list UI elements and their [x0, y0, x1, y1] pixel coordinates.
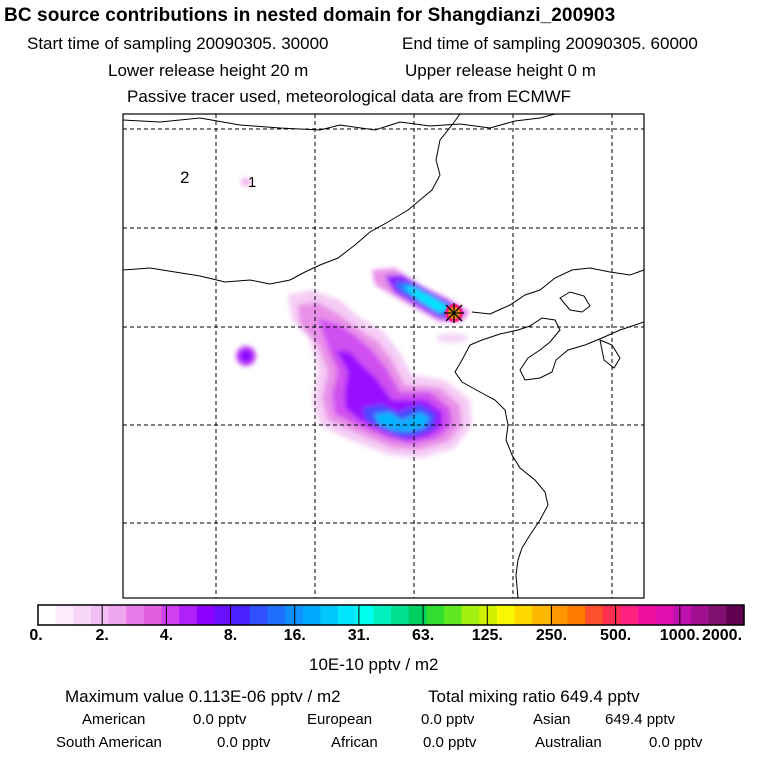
map-label-1: 1 [248, 174, 256, 191]
total-mixing-ratio-label: Total mixing ratio 649.4 pptv [428, 687, 640, 706]
colorbar-tick-label: 4. [159, 627, 174, 644]
source-european-label: European [307, 711, 373, 728]
colorbar-cell [514, 605, 533, 625]
colorbar-cell [496, 605, 516, 625]
colorbar-tick-label: 2. [95, 627, 109, 644]
colorbar-cell [355, 605, 374, 625]
colorbar-cell [673, 605, 692, 625]
colorbar-units: 10E-10 pptv / m2 [309, 655, 439, 674]
colorbar-cell [461, 605, 480, 625]
colorbar-tick-label: 1000. [659, 627, 700, 644]
colorbar-cell [408, 605, 427, 625]
colorbar-cell [443, 605, 463, 625]
colorbar-cell [55, 605, 74, 625]
colorbar-cell [373, 605, 392, 625]
source-australian-label: Australian [535, 734, 602, 751]
source-south-american-value: 0.0 pptv [217, 734, 271, 751]
colorbar-tick-label: 31. [347, 627, 371, 644]
colorbar-cell [567, 605, 586, 625]
colorbar-cell [426, 605, 445, 625]
coastlines [123, 114, 644, 598]
colorbar-cell [602, 605, 622, 625]
colorbar-tick-label: 8. [223, 627, 238, 644]
colorbar-cell [708, 605, 727, 625]
colorbar-cell [108, 605, 127, 625]
map-label-2: 2 [180, 168, 189, 187]
page-title: BC source contributions in nested domain… [4, 5, 616, 26]
colorbar-tick-label: 0. [29, 627, 43, 644]
end-time-label: End time of sampling 20090305. 60000 [402, 34, 698, 53]
colorbar-cell [161, 605, 180, 625]
colorbar-cell [214, 605, 233, 625]
source-australian-value: 0.0 pptv [649, 734, 703, 751]
colorbar-cell [249, 605, 269, 625]
colorbar-cell [267, 605, 286, 625]
colorbar-cell [90, 605, 110, 625]
colorbar-cell [620, 605, 639, 625]
lower-release-label: Lower release height 20 m [108, 61, 309, 80]
colorbar-cell [638, 605, 657, 625]
colorbar-cell [302, 605, 321, 625]
colorbar-cell [73, 605, 92, 625]
colorbar-tick-label: 125. [471, 627, 503, 644]
upper-release-label: Upper release height 0 m [405, 61, 596, 80]
colorbar-cell [549, 605, 569, 625]
colorbar-cell [585, 605, 604, 625]
colorbar-cell [655, 605, 674, 625]
colorbar-cell [691, 605, 710, 625]
colorbar-dividers [101, 605, 681, 625]
source-african-value: 0.0 pptv [423, 734, 477, 751]
colorbar-tick-label: 63. [411, 627, 435, 644]
source-south-american-label: South American [56, 734, 162, 751]
colorbar-tick-label: 2000. [701, 627, 743, 644]
tracer-info-label: Passive tracer used, meteorological data… [127, 87, 572, 106]
colorbar-tick-label: 16. [283, 627, 306, 644]
source-asian-value: 649.4 pptv [605, 711, 676, 728]
colorbar-cell [532, 605, 551, 625]
colorbar-cell [391, 605, 410, 625]
colorbar-cell [143, 605, 163, 625]
colorbar-cell [38, 605, 57, 625]
colorbar-cell [320, 605, 339, 625]
colorbar-tick-label: 250. [535, 627, 568, 644]
colorbar-cell [726, 605, 745, 625]
colorbar-cell [479, 605, 498, 625]
source-american-label: American [82, 711, 146, 728]
start-time-label: Start time of sampling 20090305. 30000 [27, 34, 329, 53]
colorbar-cell [126, 605, 145, 625]
map-frame [122, 113, 645, 599]
colorbar-cell [285, 605, 304, 625]
receptor-marker-icon [444, 303, 464, 323]
source-asian-label: Asian [533, 711, 571, 728]
colorbar-tick-label: 500. [600, 627, 632, 644]
colorbar-cell [196, 605, 216, 625]
colorbar-frame [37, 604, 745, 626]
source-african-label: African [331, 734, 378, 751]
colorbar-cell [179, 605, 198, 625]
colorbar-cell [338, 605, 357, 625]
colorbar-cell [232, 605, 251, 625]
colorbar-cells [38, 605, 745, 625]
source-european-value: 0.0 pptv [421, 711, 475, 728]
graticule [123, 114, 644, 598]
concentration-field [236, 178, 472, 458]
source-american-value: 0.0 pptv [193, 711, 247, 728]
maximum-value-label: Maximum value 0.113E-06 pptv / m2 [65, 687, 341, 706]
